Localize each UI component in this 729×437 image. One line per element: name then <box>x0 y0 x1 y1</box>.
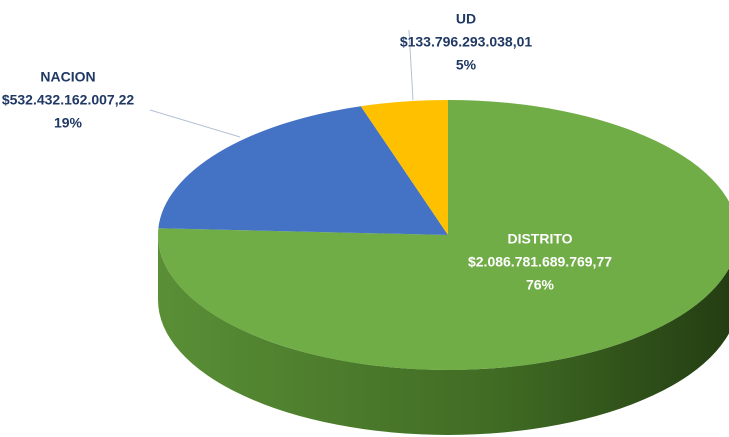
slice-side <box>158 235 729 435</box>
percent-label: 19% <box>54 115 83 131</box>
leader-line <box>149 109 241 138</box>
percent-label: 5% <box>456 57 477 73</box>
percent-label: 76% <box>526 277 555 293</box>
value-label: $532.432.162.007,22 <box>2 92 135 108</box>
category-label: UD <box>456 11 476 27</box>
leader-line <box>408 29 414 101</box>
value-label: $133.796.293.038,01 <box>400 34 533 50</box>
category-label: DISTRITO <box>507 231 572 247</box>
value-label: $2.086.781.689.769,77 <box>468 254 612 270</box>
slice <box>360 100 448 235</box>
slice <box>158 106 449 235</box>
category-label: NACION <box>40 69 95 85</box>
slice <box>158 100 729 370</box>
